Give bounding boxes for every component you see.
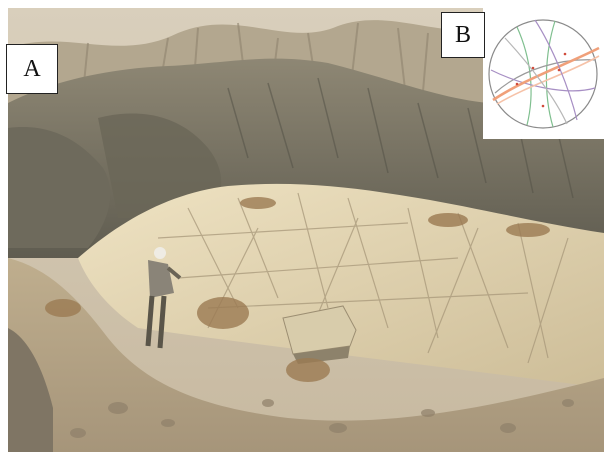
stereonet-plot xyxy=(483,8,604,139)
great-circle-grey-2 xyxy=(504,37,568,125)
foreground-shadow xyxy=(8,328,53,452)
scree-rocks xyxy=(70,399,574,438)
stereonet-great-circles xyxy=(490,19,600,128)
foreground-slope xyxy=(8,258,604,452)
panel-b-label: B xyxy=(441,12,485,58)
stereonet-poles xyxy=(515,52,567,108)
great-circle-orange-1 xyxy=(492,46,600,102)
great-circle-purple-2 xyxy=(534,19,578,121)
great-circle-grey-1 xyxy=(494,59,597,94)
geologist-figure xyxy=(145,247,182,349)
ridge-shadow-center xyxy=(98,113,222,218)
boulder xyxy=(282,305,357,355)
great-circle-purple-1 xyxy=(490,69,596,92)
great-circle-orange-2 xyxy=(496,55,600,105)
panel-a-label: A xyxy=(6,44,58,94)
dry-shrubs xyxy=(45,197,550,382)
great-circle-green-1 xyxy=(516,26,532,126)
ridge-shadow-left xyxy=(8,127,111,248)
bedrock-fractures xyxy=(157,192,569,364)
